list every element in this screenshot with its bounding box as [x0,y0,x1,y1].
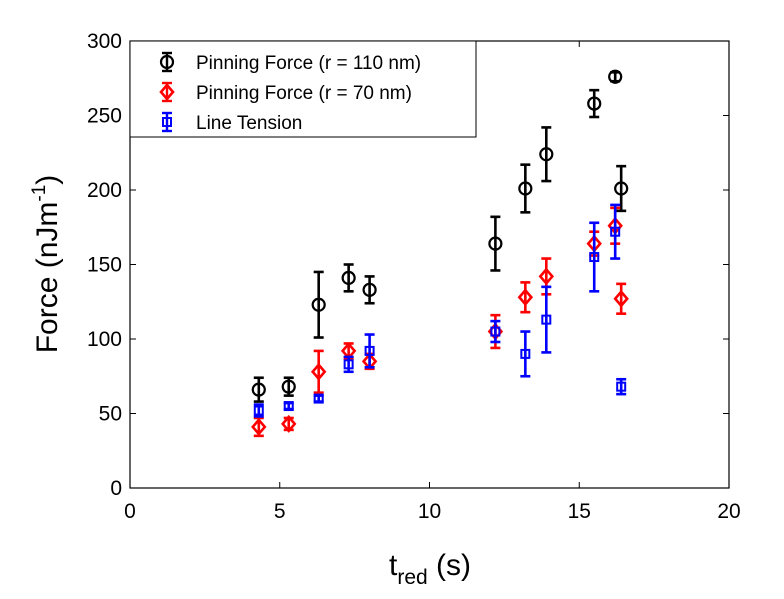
legend-label: Pinning Force (r = 70 nm) [196,83,412,104]
y-axis: 0 50 100 150 200 250 300 [87,30,729,500]
y-tick-label: 100 [87,328,122,351]
legend-label: Pinning Force (r = 110 nm) [196,53,421,74]
x-tick-label: 0 [124,500,136,523]
y-tick-label: 150 [87,254,122,277]
data-point [520,348,531,359]
data-point [587,96,602,111]
data-point [251,382,266,397]
data-point [313,393,324,404]
y-tick-label: 50 [99,403,122,426]
data-point [490,326,501,337]
y-tick-label: 200 [87,179,122,202]
legend-label: Line Tension [196,113,302,134]
x-tick-label: 15 [568,500,591,523]
legend-marker-square [162,117,172,127]
data-point [251,417,267,436]
legend-item: Pinning Force (r = 70 nm) [159,81,412,104]
data-point [488,236,503,251]
y-tick-label: 250 [87,105,122,128]
x-axis-label: tred (s) [389,549,471,589]
x-tick-label: 10 [418,500,441,523]
x-axis-label-subscript: red [397,566,427,589]
data-point [362,282,377,297]
data-point [538,267,555,286]
y-tick-label: 300 [87,30,122,53]
y-axis-label-close: ) [31,175,64,185]
series-square [253,203,627,418]
data-point [541,314,552,325]
data-point [517,288,534,307]
legend-item: Line Tension [162,111,302,134]
data-point [343,359,354,370]
y-axis-label-superscript: -1 [29,185,50,202]
data-point [310,362,327,381]
legend-box [129,40,477,138]
y-axis-label-main: Force (nJm [31,202,64,354]
x-axis-label-unit: (s) [428,549,471,582]
data-point [283,401,294,412]
series-circle [251,69,629,403]
data-point [364,345,375,356]
legend-marker-diamond [159,83,175,101]
x-axis: 0 5 10 15 20 [124,41,741,523]
data-point [311,297,326,312]
y-axis-label: Force (nJm-1) [29,175,64,354]
y-tick-label: 0 [110,477,122,500]
data-point [608,69,623,84]
legend-item: Pinning Force (r = 110 nm) [159,51,421,74]
data-point [613,289,629,308]
legend: Pinning Force (r = 110 nm) Pinning Force … [129,40,477,138]
data-point [518,181,533,196]
x-axis-label-main: t [389,549,398,582]
legend-items: Pinning Force (r = 110 nm) Pinning Force … [159,51,421,134]
data-point [253,405,264,416]
data-point [610,226,621,237]
data-point [281,414,297,433]
x-tick-label: 5 [274,500,286,523]
data-series [251,69,629,438]
x-tick-label: 20 [717,500,740,523]
data-point [616,381,627,392]
data-point [589,252,600,263]
legend-marker-circle [159,54,175,70]
data-point [614,181,629,196]
data-point [539,147,554,162]
data-point [341,270,356,286]
data-point [281,379,296,394]
